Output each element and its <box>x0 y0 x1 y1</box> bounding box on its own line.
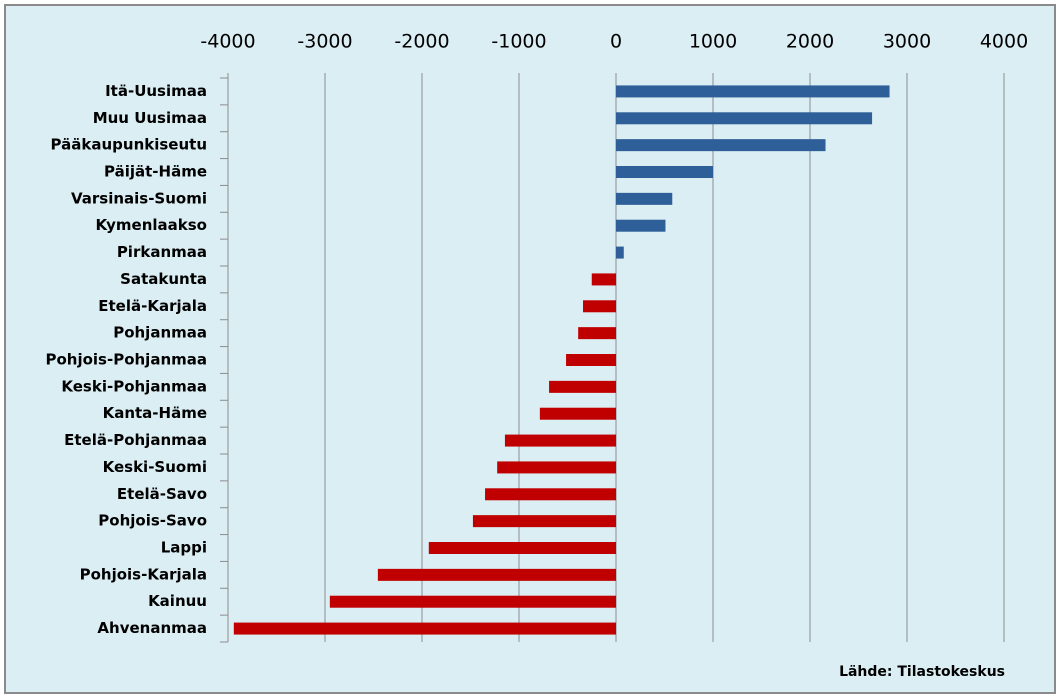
bar <box>377 568 616 581</box>
bar <box>539 407 616 420</box>
y-tick-label: Etelä-Savo <box>117 485 207 503</box>
bar <box>616 246 624 259</box>
y-tick-label: Itä-Uusimaa <box>105 82 207 100</box>
y-tick-label: Satakunta <box>120 270 207 288</box>
bar <box>485 488 616 501</box>
bar <box>583 300 616 313</box>
bar <box>233 622 616 635</box>
x-tick-label: 2000 <box>786 31 834 53</box>
bar <box>329 595 616 608</box>
bar <box>616 192 673 205</box>
y-tick-label: Kanta-Häme <box>103 404 207 422</box>
bar <box>472 515 616 528</box>
y-tick-label: Etelä-Pohjanmaa <box>64 431 207 449</box>
y-tick-label: Keski-Pohjanmaa <box>61 377 207 395</box>
y-tick-label: Pirkanmaa <box>117 243 207 261</box>
y-tick-label: Varsinais-Suomi <box>71 189 207 207</box>
bar <box>616 85 890 98</box>
y-tick-label: Kainuu <box>148 592 207 610</box>
y-tick-label: Lappi <box>161 539 207 557</box>
x-tick-label: -1000 <box>491 31 546 53</box>
x-tick-label: -3000 <box>297 31 352 53</box>
bar <box>566 354 616 366</box>
y-tick-label: Pohjois-Karjala <box>80 565 207 583</box>
y-tick-label: Pohjanmaa <box>113 324 207 342</box>
y-tick-label: Pohjois-Pohjanmaa <box>45 351 207 369</box>
x-tick-label: -2000 <box>394 31 449 53</box>
y-tick-label: Ahvenanmaa <box>97 619 207 637</box>
y-tick-label: Keski-Suomi <box>103 458 207 476</box>
bar <box>616 112 873 125</box>
bar <box>616 166 713 178</box>
source-note: Lähde: Tilastokeskus <box>839 664 1005 680</box>
bar <box>591 273 616 286</box>
y-tick-label: Kymenlaakso <box>95 216 207 234</box>
y-tick-label: Etelä-Karjala <box>98 297 207 315</box>
y-tick-label: Muu Uusimaa <box>93 109 207 127</box>
bar <box>616 219 666 232</box>
x-tick-label: 1000 <box>689 31 737 53</box>
bar <box>616 139 826 152</box>
x-tick-label: 0 <box>610 31 622 53</box>
y-tick-label: Päijät-Häme <box>104 163 207 181</box>
bar <box>504 434 616 447</box>
x-tick-label: -4000 <box>200 31 255 53</box>
y-tick-label: Pohjois-Savo <box>98 512 207 530</box>
x-tick-label: 4000 <box>980 31 1028 53</box>
x-tick-label: 3000 <box>883 31 931 53</box>
bar <box>578 327 616 340</box>
bar <box>497 461 616 474</box>
bar <box>549 380 616 393</box>
y-tick-label: Pääkaupunkiseutu <box>51 136 207 154</box>
bar <box>428 542 616 554</box>
